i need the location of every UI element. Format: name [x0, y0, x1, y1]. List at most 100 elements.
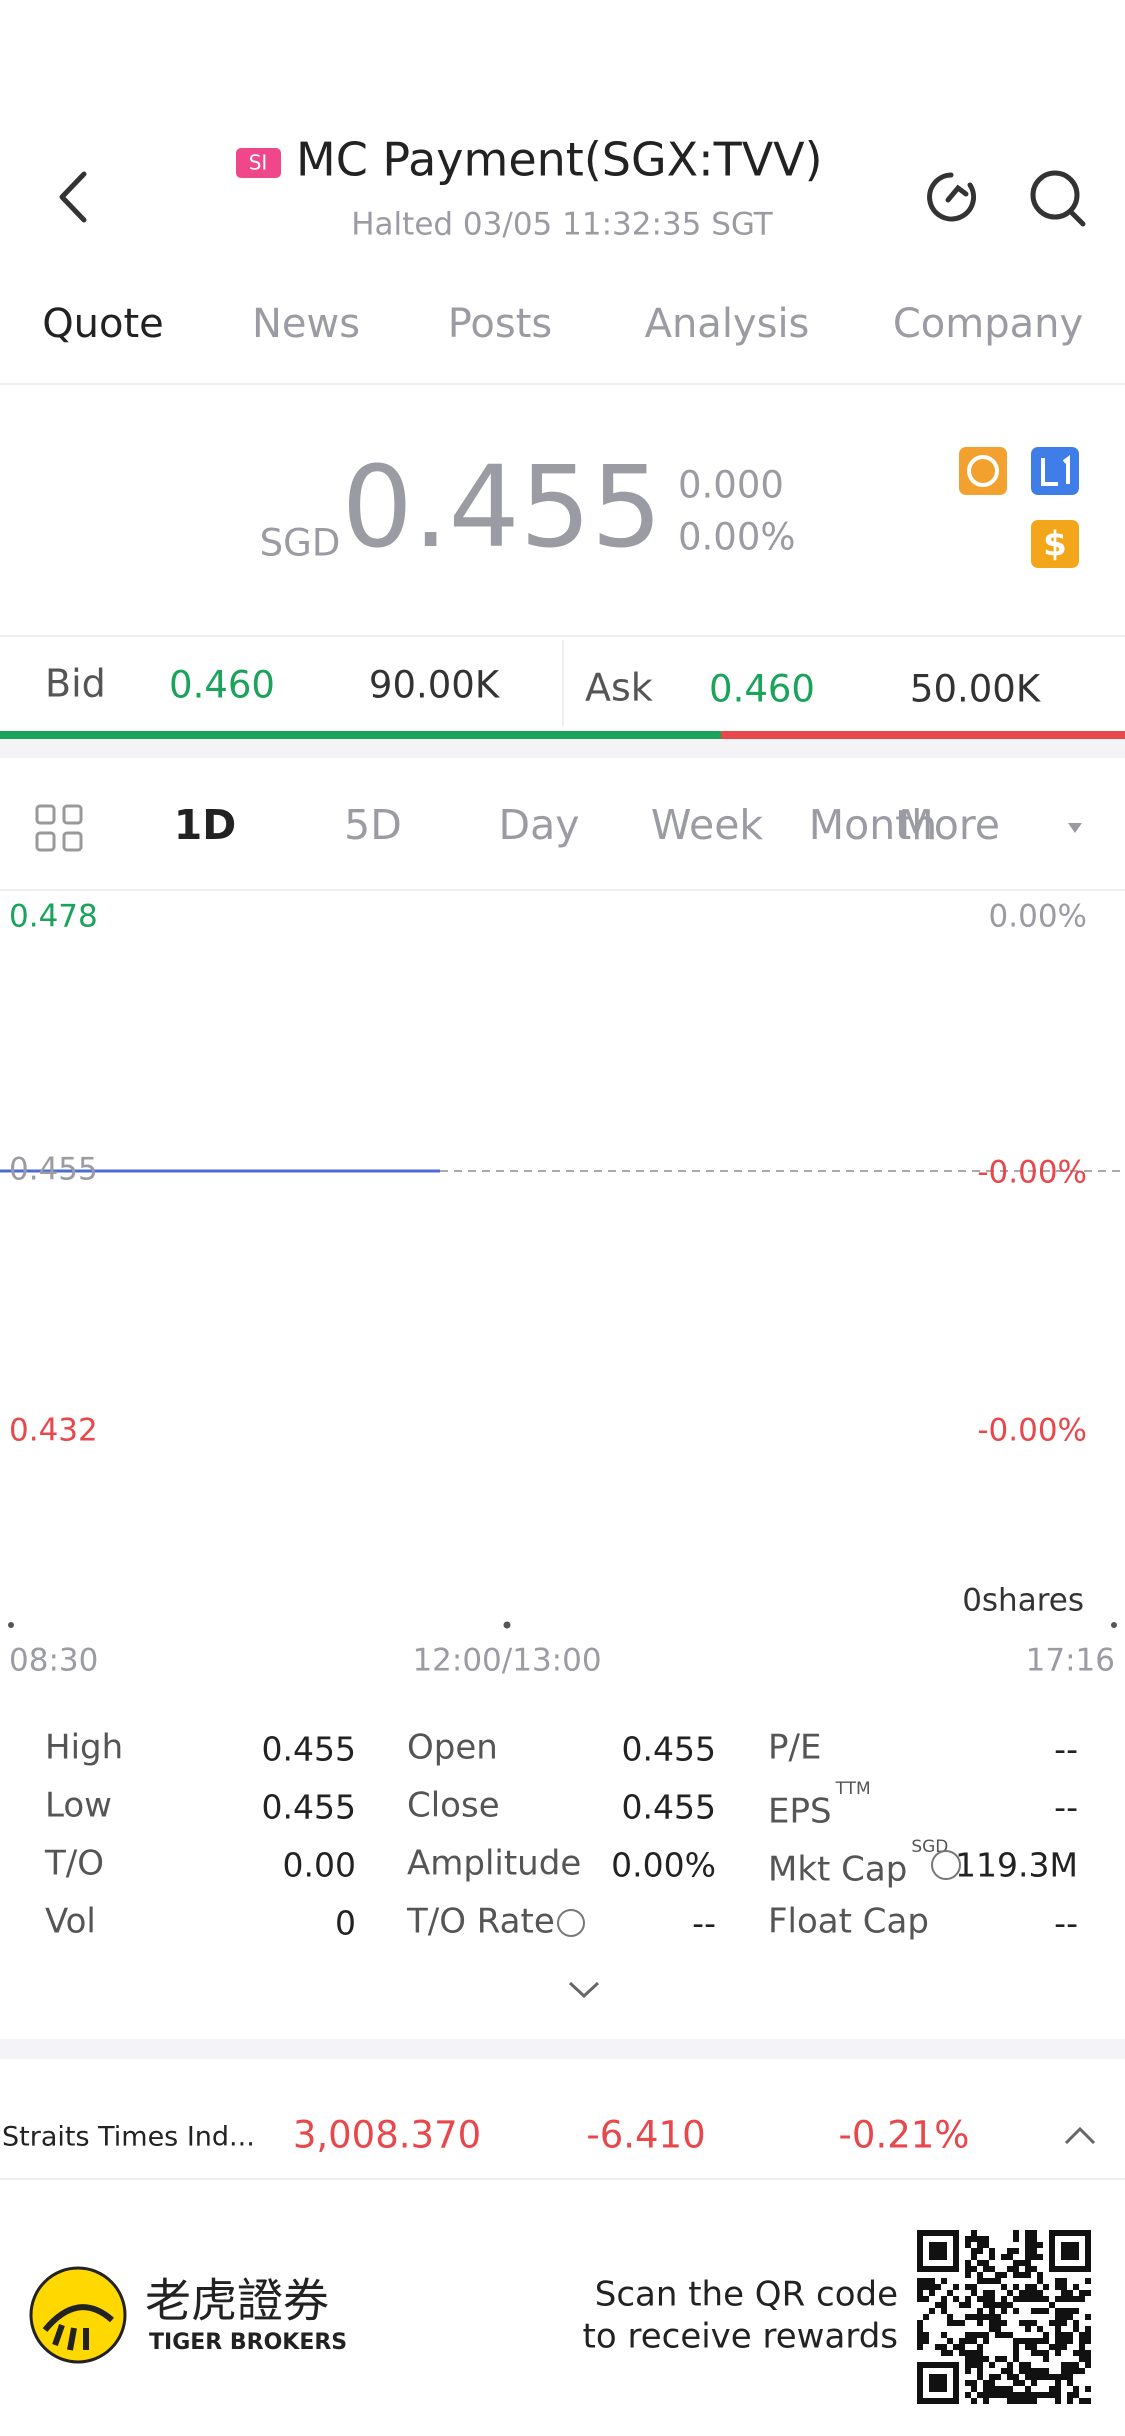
qr-module: [1025, 2368, 1031, 2374]
qr-module: [983, 2398, 989, 2404]
qr-module: [1013, 2374, 1019, 2380]
tab[interactable]: News: [252, 301, 360, 347]
ask-price: 0.460: [709, 668, 815, 711]
qr-module: [1013, 2356, 1019, 2362]
qr-module: [947, 2290, 953, 2296]
qr-module: [965, 2272, 971, 2278]
period-tab[interactable]: 5D: [344, 801, 402, 849]
qr-module: [1031, 2284, 1037, 2290]
qr-module: [1055, 2374, 1061, 2380]
qr-module: [1073, 2368, 1079, 2374]
qr-module: [1001, 2302, 1007, 2308]
qr-module: [971, 2254, 977, 2260]
qr-module: [995, 2278, 1001, 2284]
qr-module: [1031, 2392, 1037, 2398]
info-icon[interactable]: [931, 1850, 961, 1880]
back-button[interactable]: [59, 171, 87, 223]
qr-module: [1025, 2326, 1031, 2332]
info-icon[interactable]: [557, 1909, 585, 1937]
qr-module: [1055, 2350, 1061, 2356]
level1-icon[interactable]: [1031, 447, 1079, 495]
qr-module: [1043, 2368, 1049, 2374]
grid-icon: [35, 804, 56, 825]
ticker-expand[interactable]: [1064, 2126, 1096, 2145]
qr-module: [923, 2296, 929, 2302]
stat-label: P/E: [768, 1728, 821, 1768]
qr-module: [1001, 2296, 1007, 2302]
qr-module: [1013, 2260, 1019, 2266]
qr-module: [1019, 2260, 1025, 2266]
period-tab[interactable]: More: [898, 801, 1000, 849]
qr-module: [983, 2242, 989, 2248]
dollar-icon[interactable]: [1031, 520, 1079, 568]
qr-module: [1007, 2398, 1013, 2404]
qr-module: [977, 2314, 983, 2320]
time-label: 08:30: [9, 1643, 98, 1679]
qr-module: [1085, 2356, 1091, 2362]
qr-module: [1031, 2320, 1037, 2326]
qr-module: [1073, 2296, 1079, 2302]
qr-module: [1013, 2344, 1019, 2350]
tab[interactable]: Company: [893, 301, 1083, 347]
qr-module: [1067, 2332, 1073, 2338]
qr-module: [995, 2314, 1001, 2320]
qr-module: [989, 2266, 995, 2272]
qr-module: [965, 2266, 971, 2272]
tab[interactable]: Posts: [448, 301, 553, 347]
qr-module: [995, 2374, 1001, 2380]
qr-module: [1079, 2368, 1085, 2374]
qr-module: [1067, 2314, 1073, 2320]
qr-module: [1055, 2284, 1061, 2290]
period-tab[interactable]: 1D: [174, 801, 237, 849]
stat-label: Mkt Cap: [768, 1850, 907, 1890]
refresh-button[interactable]: [927, 172, 977, 222]
qr-module: [1019, 2272, 1025, 2278]
qr-module: [971, 2380, 977, 2386]
qr-module: [1073, 2326, 1079, 2332]
qr-module: [965, 2242, 971, 2248]
brand-cn: 老虎證券: [145, 2274, 329, 2328]
qr-module: [941, 2344, 947, 2350]
qr-module: [1013, 2284, 1019, 2290]
qr-module: [1037, 2392, 1043, 2398]
bid-bar: [0, 731, 721, 739]
qr-module: [989, 2374, 995, 2380]
layout-button[interactable]: [35, 804, 83, 852]
price-axis-label: 0.455: [9, 1152, 98, 1188]
qr-module: [1067, 2368, 1073, 2374]
period-tab[interactable]: Month: [809, 801, 938, 849]
bid-size: 90.00K: [369, 664, 501, 707]
qr-module: [971, 2248, 977, 2254]
period-tab[interactable]: Week: [651, 801, 764, 849]
period-tab[interactable]: Day: [499, 801, 580, 849]
tab[interactable]: Analysis: [645, 301, 810, 347]
qr-module: [1043, 2350, 1049, 2356]
qr-module: [1079, 2290, 1085, 2296]
ticker-change: -6.410: [586, 2114, 705, 2157]
qr-module: [977, 2236, 983, 2242]
qr-module: [1037, 2368, 1043, 2374]
qr-module: [989, 2386, 995, 2392]
qr-module: [1085, 2386, 1091, 2392]
qr-module: [1019, 2338, 1025, 2344]
qr-module: [1001, 2392, 1007, 2398]
cta-line: to receive rewards: [583, 2317, 898, 2357]
expand-button[interactable]: [568, 1981, 600, 1999]
qr-module: [935, 2284, 941, 2290]
badge-icon[interactable]: [959, 447, 1007, 495]
grid-icon: [35, 831, 56, 852]
qr-finder: [929, 2374, 947, 2392]
qr-module: [983, 2356, 989, 2362]
qr-module: [1025, 2236, 1031, 2242]
qr-module: [1049, 2386, 1055, 2392]
qr-module: [929, 2290, 935, 2296]
tab[interactable]: Quote: [42, 301, 164, 347]
qr-module: [989, 2296, 995, 2302]
qr-module: [959, 2338, 965, 2344]
search-button[interactable]: [1030, 170, 1086, 227]
qr-module: [917, 2344, 923, 2350]
qr-module: [965, 2236, 971, 2242]
qr-module: [1001, 2332, 1007, 2338]
qr-module: [1085, 2314, 1091, 2320]
